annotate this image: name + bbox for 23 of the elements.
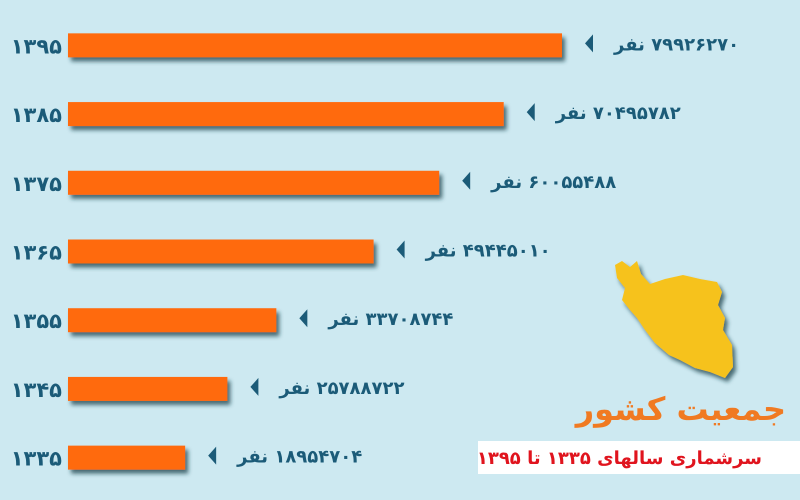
data-label: ۶۰۰۵۵۴۸۸ نفر bbox=[490, 172, 616, 193]
data-label: ۳۳۷۰۸۷۴۴ نفر bbox=[327, 309, 454, 330]
data-label: ۷۹۹۲۶۲۷۰ نفر bbox=[613, 34, 740, 56]
text: سرشماری سالهای ۱۳۳۵ تا ۱۳۹۵ bbox=[476, 448, 762, 469]
y-tick-label: ۱۳۸۵ bbox=[10, 103, 62, 128]
bar bbox=[68, 446, 186, 470]
bar bbox=[68, 376, 228, 401]
y-tick-label: ۱۳۳۵ bbox=[10, 446, 62, 471]
data-label: ۲۵۷۸۸۷۲۲ نفر bbox=[278, 378, 404, 399]
y-tick-label: ۱۳۵۵ bbox=[10, 309, 62, 334]
bar bbox=[68, 102, 504, 126]
text: جمعیت کشور bbox=[574, 390, 786, 428]
bar bbox=[68, 33, 562, 58]
bar bbox=[68, 240, 374, 264]
y-tick-label: ۱۳۷۵ bbox=[10, 172, 62, 196]
bar bbox=[68, 170, 440, 195]
y-tick-label: ۱۳۴۵ bbox=[10, 378, 62, 402]
y-tick-label: ۱۳۹۵ bbox=[10, 34, 62, 58]
y-tick-label: ۱۳۶۵ bbox=[10, 240, 62, 264]
data-label: ۴۹۴۴۵۰۱۰ نفر bbox=[424, 240, 551, 262]
bar bbox=[68, 308, 276, 332]
data-label: ۷۰۴۹۵۷۸۲ نفر bbox=[554, 103, 681, 124]
data-label: ۱۸۹۵۴۷۰۴ نفر bbox=[236, 446, 362, 468]
